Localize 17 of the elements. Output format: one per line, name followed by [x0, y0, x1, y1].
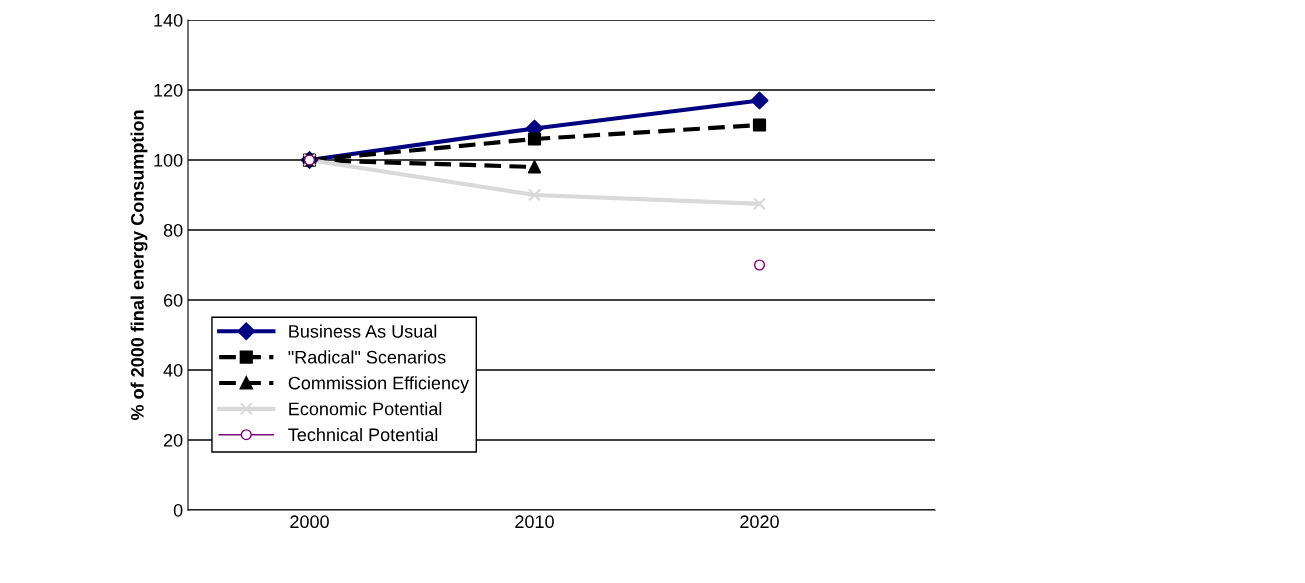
y-tick-label: 80	[163, 223, 183, 237]
x-tick-label: 2000	[290, 515, 329, 529]
legend-label: Economic Potential	[289, 402, 442, 416]
y-tick-label: 60	[163, 293, 183, 307]
y-tick-label: 40	[163, 363, 183, 377]
x-tick-label: 2010	[515, 515, 554, 529]
y-tick-label: 100	[154, 153, 183, 167]
legend-label: "Radical" Scenarios	[288, 350, 446, 364]
legend-label: Technical Potential	[288, 427, 438, 442]
y-tick-label: 140	[154, 13, 183, 27]
y-tick-label: 0	[173, 503, 183, 517]
y-axis-title: % of 2000 final energy Consumption	[130, 110, 148, 421]
x-tick-label: 2020	[740, 515, 779, 529]
legend-label: Commission Efficiency	[288, 376, 470, 394]
y-tick-label: 120	[154, 83, 183, 97]
legend-label: Business As Usual	[289, 324, 437, 338]
y-tick-label: 20	[163, 433, 183, 447]
